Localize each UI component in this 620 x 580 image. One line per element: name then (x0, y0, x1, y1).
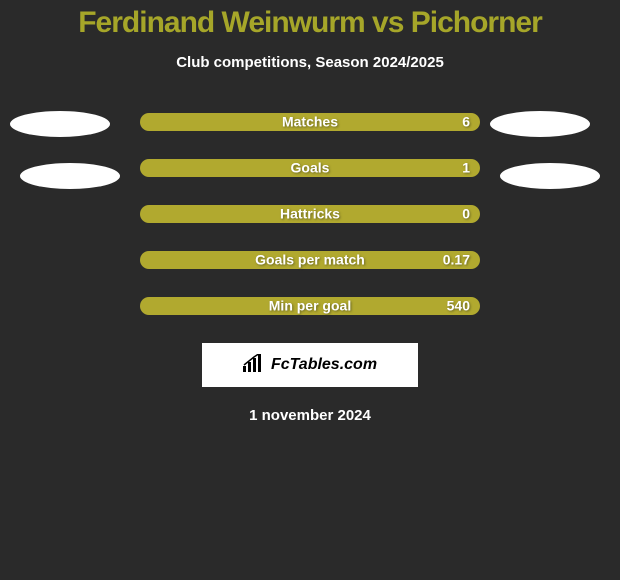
avatar-placeholder-left-2 (20, 163, 120, 189)
stats-area: Matches6Goals1Hattricks0Goals per match0… (0, 113, 620, 315)
stat-bar: Matches6 (140, 113, 480, 131)
stat-bar-value: 540 (447, 298, 470, 314)
stat-bar-label: Hattricks (140, 206, 480, 222)
stat-bar-label: Min per goal (140, 298, 480, 314)
avatar-placeholder-right-2 (500, 163, 600, 189)
chart-icon (243, 354, 265, 377)
watermark-text: FcTables.com (271, 356, 377, 374)
avatar-placeholder-left-1 (10, 111, 110, 137)
stat-bar: Goals1 (140, 159, 480, 177)
stat-bar: Hattricks0 (140, 205, 480, 223)
stat-bars: Matches6Goals1Hattricks0Goals per match0… (0, 113, 620, 315)
stat-bar-value: 0 (462, 206, 470, 222)
avatar-placeholder-right-1 (490, 111, 590, 137)
date-line: 1 november 2024 (0, 407, 620, 424)
subtitle: Club competitions, Season 2024/2025 (0, 54, 620, 71)
stat-bar-label: Matches (140, 114, 480, 130)
stat-bar: Goals per match0.17 (140, 251, 480, 269)
stat-bar-value: 1 (462, 160, 470, 176)
stat-bar-value: 6 (462, 114, 470, 130)
stat-bar: Min per goal540 (140, 297, 480, 315)
watermark: FcTables.com (202, 343, 418, 387)
stat-bar-label: Goals (140, 160, 480, 176)
stat-bar-value: 0.17 (443, 252, 470, 268)
page-title: Ferdinand Weinwurm vs Pichorner (0, 0, 620, 40)
stat-bar-label: Goals per match (140, 252, 480, 268)
